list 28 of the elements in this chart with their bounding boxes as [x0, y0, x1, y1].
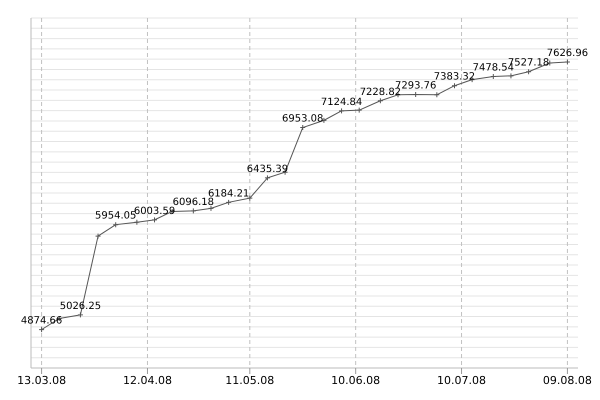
x-tick-label: 10.07.08 — [437, 374, 486, 387]
data-label: 7228.82 — [360, 86, 402, 98]
point — [95, 233, 102, 240]
point — [264, 174, 270, 181]
data-label: 6096.18 — [172, 196, 214, 208]
point — [338, 108, 345, 114]
data-label: 7383.32 — [434, 72, 476, 83]
data-label: 6953.08 — [282, 114, 324, 125]
point — [246, 195, 253, 202]
point — [377, 98, 384, 104]
x-tick-label: 12.04.08 — [122, 374, 172, 387]
point — [434, 92, 440, 98]
point — [190, 208, 196, 214]
point — [526, 68, 532, 75]
point — [112, 222, 119, 228]
point — [152, 216, 158, 223]
data-label: 5954.05 — [95, 210, 136, 222]
data-label: 7124.84 — [320, 96, 362, 108]
point — [356, 107, 362, 114]
x-tick-label: 11.05.08 — [225, 374, 274, 387]
point — [134, 219, 140, 226]
point — [77, 312, 84, 318]
x-tick-label: 10.06.08 — [331, 374, 380, 387]
x-tick-label: 09.08.08 — [542, 374, 592, 387]
point — [226, 199, 232, 206]
point — [451, 82, 458, 89]
data-label: 7626.96 — [546, 48, 588, 60]
x-tick-label: 13.03.08 — [17, 374, 66, 387]
